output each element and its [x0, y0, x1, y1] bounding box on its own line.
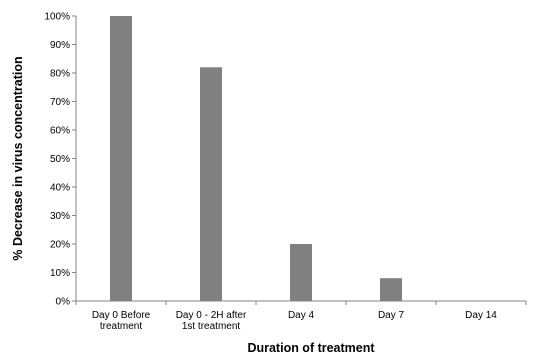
y-axis-ticks: 0% 10% 20% 30% 40% 50% 60% 70% 80% 90% 100% — [44, 12, 76, 308]
x-tick-label: Day 14 — [465, 310, 497, 321]
bar — [380, 278, 402, 301]
y-tick-label: 100% — [44, 12, 70, 23]
y-tick-label: 0% — [56, 297, 71, 308]
y-tick-label: 80% — [50, 69, 70, 80]
y-axis-title: % Decrease in virus concentration — [11, 56, 25, 260]
bar — [200, 67, 222, 301]
y-tick-label: 20% — [50, 240, 70, 251]
bars — [110, 16, 402, 301]
y-tick-label: 10% — [50, 268, 70, 279]
bar — [290, 244, 312, 301]
y-tick-label: 70% — [50, 97, 70, 108]
bar — [110, 16, 132, 301]
y-tick-label: 50% — [50, 154, 70, 165]
x-tick-label: Day 0 - 2H after 1st treatment — [176, 310, 247, 332]
x-tick-label: Day 7 — [378, 310, 405, 321]
x-tick-label: Day 0 Before treatment — [92, 310, 151, 332]
y-tick-label: 40% — [50, 183, 70, 194]
x-axis-title: Duration of treatment — [247, 341, 375, 355]
x-tick-label: Day 4 — [288, 310, 315, 321]
y-tick-label: 60% — [50, 126, 70, 137]
x-axis-ticks: Day 0 Before treatment Day 0 - 2H after 1st… — [75, 301, 527, 332]
y-tick-label: 90% — [50, 40, 70, 51]
y-tick-label: 30% — [50, 211, 70, 222]
